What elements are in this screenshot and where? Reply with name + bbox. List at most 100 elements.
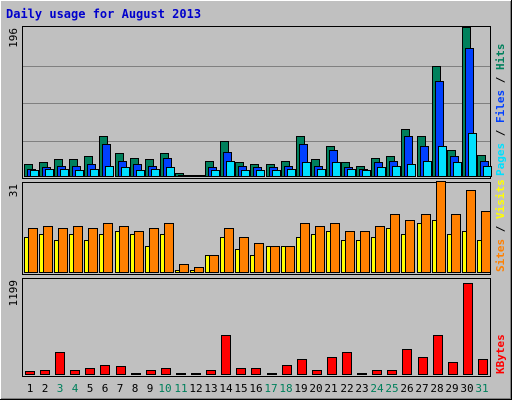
bar-sites-day-25	[390, 214, 400, 273]
bar-kbytes-day-8	[131, 373, 141, 375]
bar-sites-day-16	[254, 243, 264, 273]
x-tick-label-day-22: 22	[340, 382, 353, 395]
x-tick-label-day-23: 23	[355, 382, 368, 395]
bar-sites-day-17	[270, 246, 280, 273]
bar-sites-day-21	[330, 223, 340, 273]
bar-pages-day-6	[105, 166, 114, 177]
bar-pages-day-17	[272, 170, 281, 177]
bar-sites-day-1	[28, 228, 38, 273]
bar-sites-day-7	[119, 226, 129, 273]
bar-kbytes-day-11	[176, 373, 186, 375]
panel-ymax-label: 1199	[7, 280, 20, 307]
bar-kbytes-day-29	[448, 362, 458, 375]
x-tick-label-day-11: 11	[174, 382, 187, 395]
bar-sites-day-31	[481, 211, 491, 273]
bar-pages-day-28	[438, 146, 447, 177]
bar-sites-day-22	[345, 231, 355, 273]
x-tick-label-day-13: 13	[204, 382, 217, 395]
x-tick-label-day-24: 24	[370, 382, 384, 395]
bar-kbytes-day-2	[40, 370, 50, 375]
legend-pages: Pages	[494, 143, 507, 176]
bar-sites-day-8	[134, 231, 144, 273]
x-tick-label-day-2: 2	[42, 382, 49, 395]
bar-sites-day-12	[194, 267, 204, 273]
legend-kbytes: KBytes	[494, 334, 507, 374]
bar-sites-day-4	[73, 226, 83, 273]
bar-sites-day-9	[149, 228, 159, 273]
bar-kbytes-day-18	[282, 365, 292, 375]
bar-pages-day-20	[317, 169, 326, 177]
panel-legend: Sites / Visits	[494, 179, 507, 272]
panel-legend: Pages / Files / Hits	[494, 44, 507, 177]
x-tick-label-day-10: 10	[158, 382, 171, 395]
bar-pages-day-11	[181, 175, 190, 177]
legend-files: Files	[494, 90, 507, 123]
bar-kbytes-day-17	[267, 373, 277, 375]
bar-kbytes-day-28	[433, 335, 443, 375]
bar-pages-day-16	[256, 170, 265, 177]
x-tick-label-day-30: 30	[460, 382, 473, 395]
bar-pages-day-22	[347, 169, 356, 177]
bar-pages-day-7	[121, 167, 130, 177]
panel-ymax-label: 196	[7, 28, 20, 48]
legend-hits: Hits	[494, 44, 507, 71]
bar-sites-day-10	[164, 223, 174, 273]
bar-kbytes-day-19	[297, 359, 307, 375]
bar-kbytes-day-26	[402, 349, 412, 375]
panel-frame	[22, 278, 491, 377]
panel-frame	[22, 26, 491, 179]
x-tick-label-day-7: 7	[117, 382, 124, 395]
bar-pages-day-24	[377, 167, 386, 177]
legend-separator: /	[494, 123, 507, 143]
bar-kbytes-day-23	[357, 373, 367, 375]
bar-sites-day-20	[315, 226, 325, 273]
bar-kbytes-day-31	[478, 359, 488, 375]
bar-pages-day-23	[362, 170, 371, 177]
bar-pages-day-21	[332, 162, 341, 177]
legend-sites: Sites	[494, 239, 507, 272]
bar-kbytes-day-4	[70, 370, 80, 375]
bar-kbytes-day-5	[85, 368, 95, 375]
bar-kbytes-day-30	[463, 283, 473, 375]
x-tick-label-day-5: 5	[87, 382, 94, 395]
panel-hits-files-pages: 196 Pages / Files / Hits	[7, 26, 507, 179]
bar-pages-day-4	[75, 170, 84, 177]
bar-pages-day-29	[453, 162, 462, 177]
x-tick-label-day-20: 20	[309, 382, 322, 395]
bar-pages-day-9	[151, 169, 160, 177]
bar-kbytes-day-9	[146, 370, 156, 375]
bar-kbytes-day-6	[100, 365, 110, 375]
bar-kbytes-day-10	[161, 368, 171, 375]
bar-kbytes-day-13	[206, 370, 216, 375]
bar-kbytes-day-3	[55, 352, 65, 375]
x-tick-label-day-19: 19	[294, 382, 307, 395]
bar-sites-day-11	[179, 264, 189, 273]
bar-sites-day-19	[300, 223, 310, 273]
x-tick-label-day-14: 14	[219, 382, 233, 395]
bar-sites-day-2	[43, 226, 53, 273]
bar-pages-day-5	[90, 169, 99, 177]
x-axis-labels: 1 2 3 4 5 6 7 8 9 10 11 12 13 14 15 16 17 18 19 20 21 22 23 24 2…	[27, 382, 489, 395]
x-tick-label-day-4: 4	[72, 382, 79, 395]
bar-pages-day-18	[287, 169, 296, 177]
x-tick-label-day-29: 29	[445, 382, 458, 395]
bar-kbytes-day-15	[236, 368, 246, 375]
bar-sites-day-24	[375, 226, 385, 273]
bar-pages-day-8	[136, 170, 145, 177]
panel-ymax-label: 31	[7, 184, 20, 197]
panel-legend: KBytes	[494, 334, 507, 374]
series-pages	[30, 133, 492, 177]
bar-kbytes-day-14	[221, 335, 231, 375]
x-tick-label-day-3: 3	[57, 382, 64, 395]
bar-kbytes-day-22	[342, 352, 352, 375]
series-sites	[28, 181, 491, 273]
bar-kbytes-day-7	[116, 366, 126, 375]
x-tick-label-day-15: 15	[234, 382, 247, 395]
bar-kbytes-day-1	[25, 371, 35, 375]
bar-kbytes-day-25	[387, 370, 397, 375]
bar-sites-day-26	[405, 220, 415, 273]
bar-pages-day-3	[60, 169, 69, 177]
bar-pages-day-2	[45, 169, 54, 177]
bar-pages-day-13	[211, 170, 220, 177]
